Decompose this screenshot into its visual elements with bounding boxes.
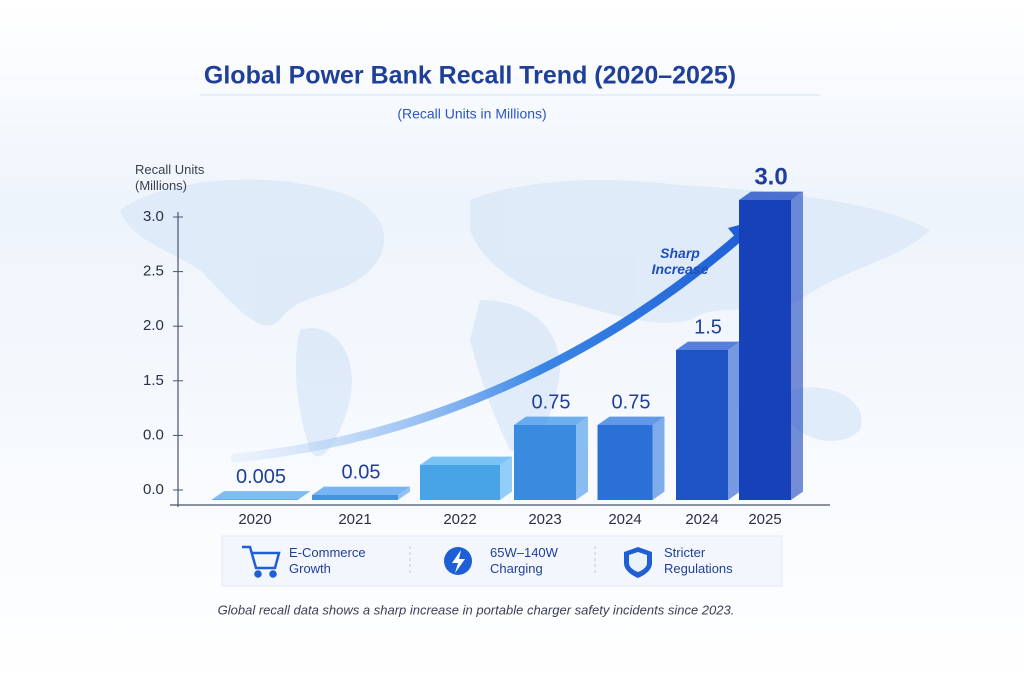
feature-panel (221, 535, 783, 587)
value-label: 0.05 (342, 461, 381, 483)
x-tick-label: 2022 (443, 511, 476, 528)
annotation-line: Increase (652, 261, 709, 277)
feature-label: E-Commerce Growth (289, 545, 366, 576)
shield-icon (624, 547, 652, 578)
bar-top (420, 456, 512, 465)
bar-shade (420, 465, 500, 500)
chart-subtitle: (Recall Units in Millions) (397, 106, 546, 122)
cart-icon (242, 545, 281, 578)
bar-side (791, 191, 803, 500)
feature-label: 65W–140W Charging (490, 545, 559, 576)
x-tick-label: 2020 (238, 511, 271, 528)
bar-side (298, 491, 310, 500)
bar-front (676, 350, 728, 500)
trend-arrow (230, 227, 750, 463)
bar-front (514, 425, 576, 500)
bar (420, 456, 512, 500)
bar-shade (514, 425, 576, 500)
y-tick-label: 0.0 (143, 426, 164, 443)
bar-top (312, 486, 410, 495)
bar (212, 491, 310, 500)
bar (597, 416, 665, 500)
feature-label-line: Growth (289, 561, 331, 576)
feature-label-line: Regulations (664, 561, 733, 576)
value-label: 1.5 (694, 316, 722, 338)
bar-front (312, 495, 398, 500)
annotation: Sharp Increase (652, 245, 709, 277)
bar-front (597, 425, 653, 500)
x-tick-label: 2021 (338, 511, 371, 528)
y-axis-label: Recall Units (Millions) (135, 162, 205, 193)
value-label: 3.0 (754, 163, 787, 190)
bar-top (739, 191, 803, 200)
x-tick-label: 2024 (608, 511, 641, 528)
y-tick-label: 2.5 (143, 263, 164, 280)
y-tick-label: 2.0 (143, 317, 164, 334)
y-tick-label: 0.0 (143, 481, 164, 498)
bar-shade (676, 350, 728, 500)
value-label: 0.75 (532, 391, 571, 413)
bar (676, 341, 740, 500)
bar-side (500, 456, 512, 500)
feature-label-line: Stricter (664, 545, 706, 560)
bolt-icon (444, 547, 472, 575)
chart-title: Global Power Bank Recall Trend (2020–202… (204, 62, 736, 90)
x-tick-label: 2024 (685, 511, 718, 528)
x-tick-label: 2025 (748, 511, 781, 528)
feature-label-line: Charging (490, 561, 543, 576)
bar-top (212, 491, 310, 500)
bar-side (576, 416, 588, 500)
bar-top (597, 416, 665, 425)
bar-front (420, 465, 500, 500)
bar-side (398, 486, 410, 500)
y-axis-label-line: (Millions) (135, 178, 187, 193)
bar-top (676, 341, 740, 350)
footnote: Global recall data shows a sharp increas… (218, 602, 735, 617)
bar (312, 486, 410, 500)
x-tick-label: 2023 (528, 511, 561, 528)
bar (739, 191, 803, 500)
bar-shade (739, 200, 791, 500)
feature-label-line: E-Commerce (289, 545, 366, 560)
bar-shade (212, 499, 298, 500)
y-axis-label-line: Recall Units (135, 162, 205, 177)
y-tick-label: 1.5 (143, 372, 164, 389)
bar-side (652, 416, 665, 500)
bar (514, 416, 588, 500)
bar-shade (597, 425, 653, 500)
feature-label: Stricter Regulations (664, 545, 733, 576)
bar-top (514, 416, 588, 425)
bar-front (739, 200, 791, 500)
annotation-line: Sharp (660, 245, 700, 261)
world-map (120, 179, 930, 457)
bar-front (212, 499, 298, 500)
value-label: 0.005 (236, 466, 286, 488)
bar-shade (312, 495, 398, 500)
bar-side (728, 341, 740, 500)
y-tick-label: 3.0 (143, 208, 164, 225)
feature-label-line: 65W–140W (490, 545, 559, 560)
value-label: 0.75 (612, 391, 651, 413)
